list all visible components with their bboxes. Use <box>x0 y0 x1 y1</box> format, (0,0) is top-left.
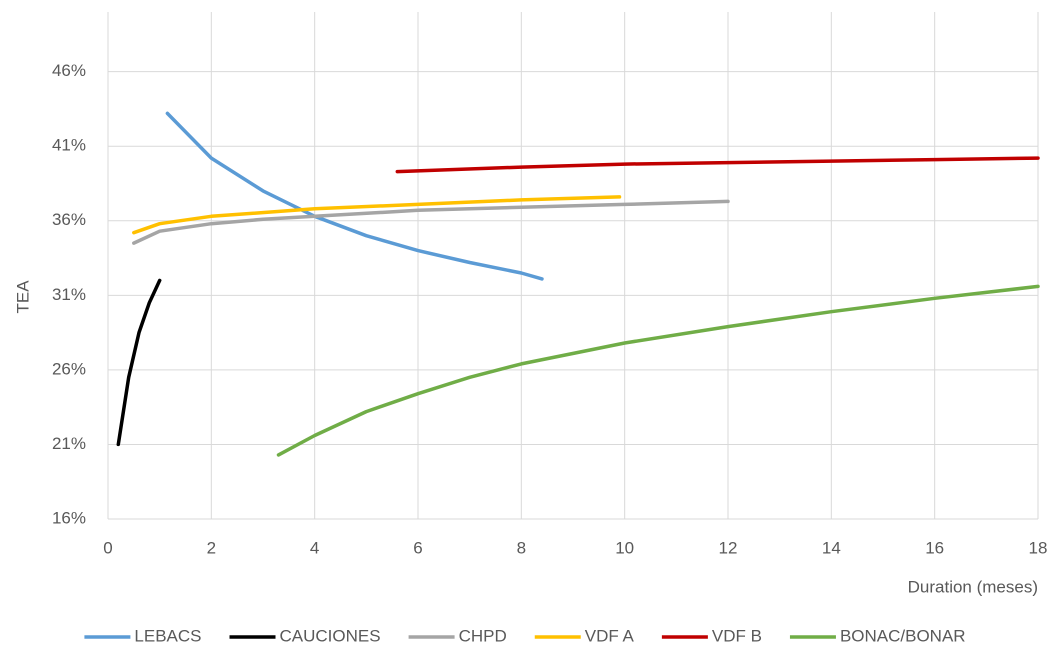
x-axis-title: Duration (meses) <box>908 577 1038 596</box>
x-tick-label: 12 <box>719 538 738 557</box>
x-tick-label: 16 <box>925 538 944 557</box>
legend-label: VDF B <box>712 626 762 645</box>
series-line <box>276 284 1040 457</box>
y-tick-label: 26% <box>52 359 86 378</box>
y-tick-label: 41% <box>52 136 86 155</box>
x-tick-label: 14 <box>822 538 841 557</box>
y-tick-label: 31% <box>52 285 86 304</box>
x-tick-label: 8 <box>517 538 526 557</box>
y-tick-label: 36% <box>52 210 86 229</box>
y-tick-label: 16% <box>52 508 86 527</box>
series-line <box>132 199 730 245</box>
y-axis-title: TEA <box>13 280 32 314</box>
legend-label: CAUCIONES <box>280 626 381 645</box>
series-line <box>395 156 1040 174</box>
series-line <box>132 195 622 235</box>
x-tick-label: 2 <box>207 538 216 557</box>
x-tick-label: 6 <box>413 538 422 557</box>
y-tick-label: 21% <box>52 434 86 453</box>
series-line <box>165 111 544 281</box>
legend-label: VDF A <box>585 626 635 645</box>
x-tick-label: 4 <box>310 538 319 557</box>
x-tick-label: 10 <box>615 538 634 557</box>
x-tick-label: 0 <box>103 538 112 557</box>
x-tick-label: 18 <box>1029 538 1048 557</box>
y-tick-label: 46% <box>52 61 86 80</box>
legend-label: CHPD <box>459 626 507 645</box>
legend-label: BONAC/BONAR <box>840 626 966 645</box>
series-line <box>116 278 162 447</box>
legend-label: LEBACS <box>134 626 201 645</box>
